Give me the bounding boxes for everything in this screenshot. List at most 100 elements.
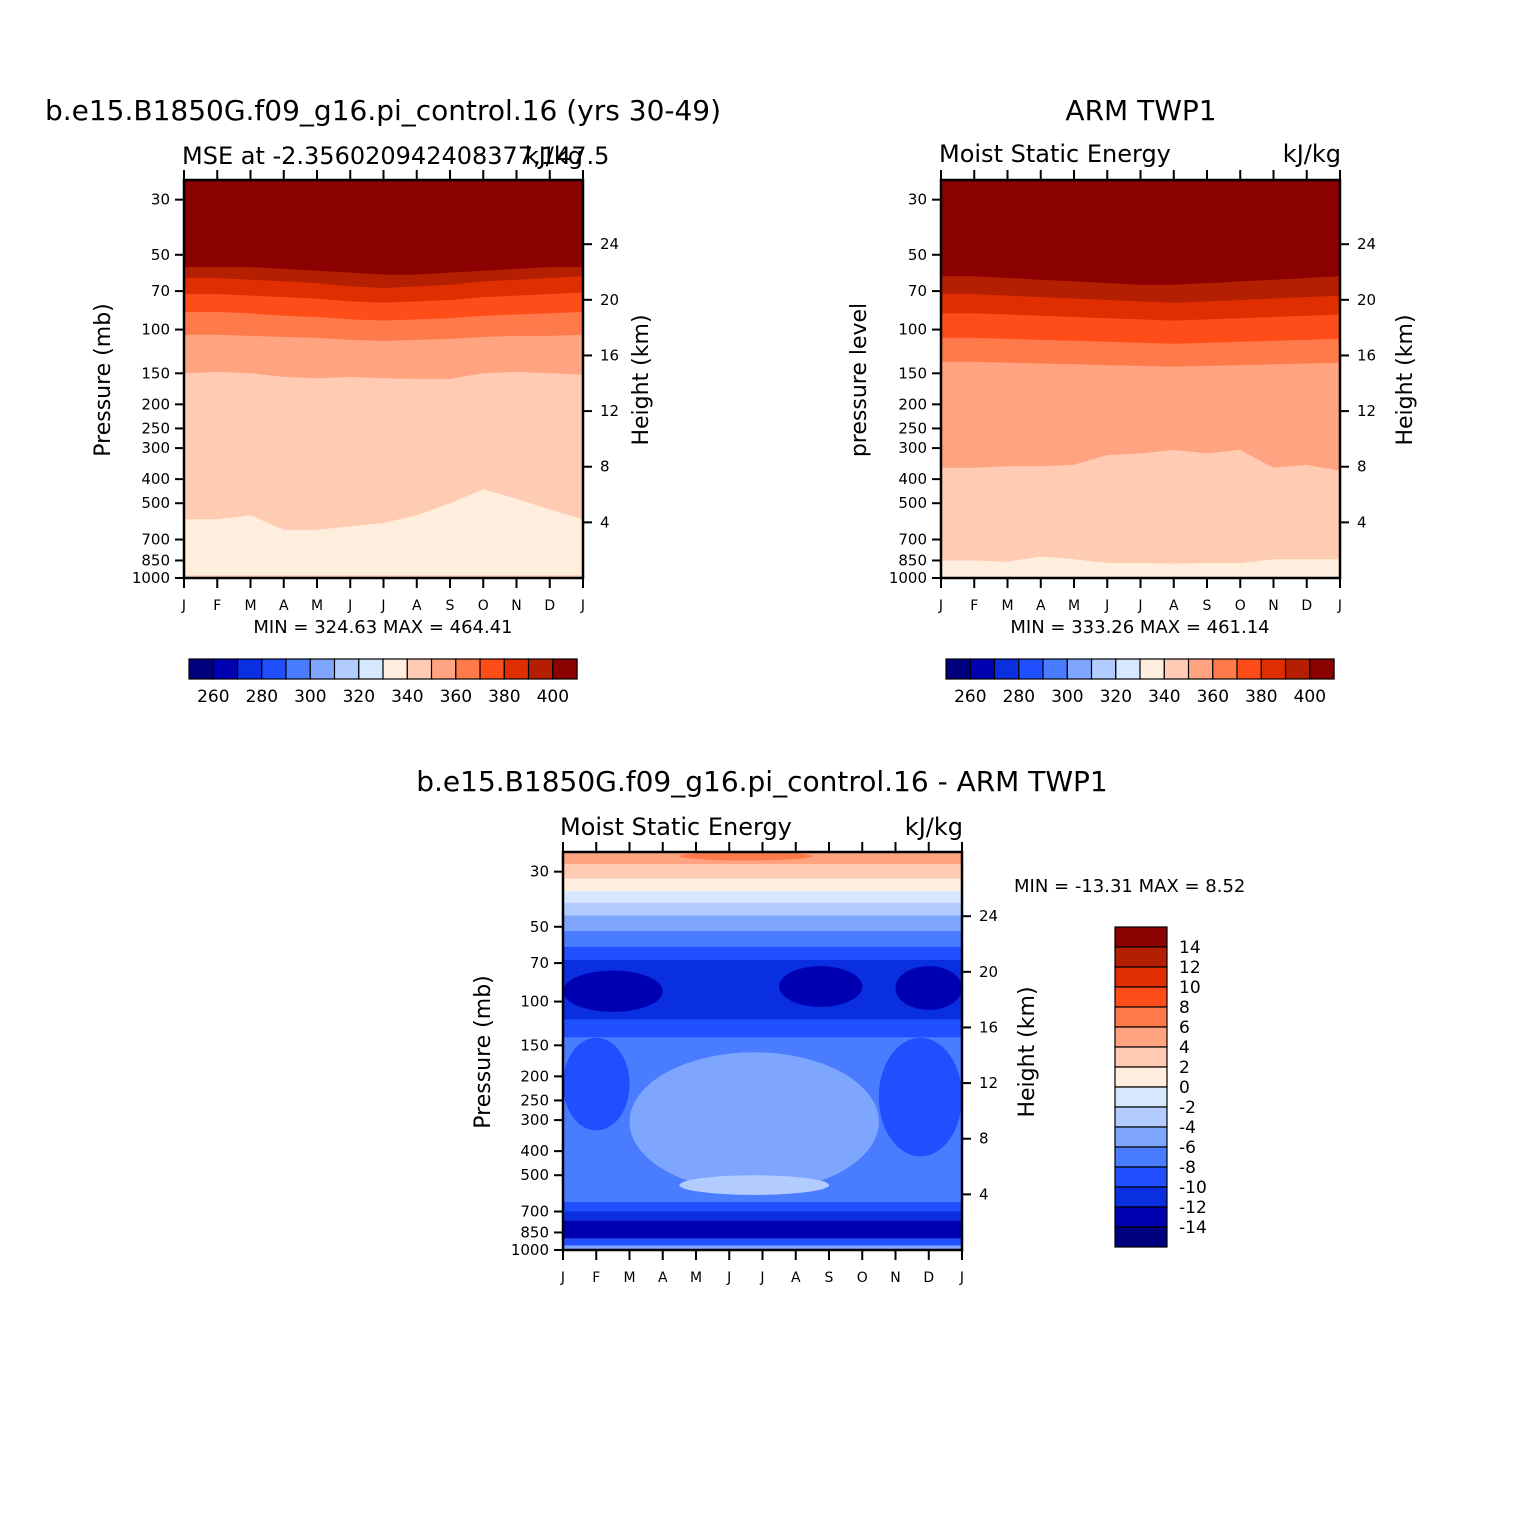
month-tick-label: J	[726, 1270, 731, 1286]
pressure-tick-label: 70	[530, 954, 549, 972]
colorbar-swatch	[1114, 1066, 1168, 1088]
month-tick-label: M	[623, 1270, 635, 1286]
diff-band	[563, 946, 962, 960]
panel2-subtitle-left: Moist Static Energy	[939, 140, 1171, 168]
colorbar-label: -10	[1179, 1178, 1207, 1198]
height-tick-label: 24	[1357, 235, 1376, 253]
month-tick-label: J	[347, 598, 352, 614]
colorbar-label: -12	[1179, 1198, 1207, 1218]
colorbar-label: 300	[294, 687, 326, 707]
month-tick-label: A	[791, 1270, 801, 1286]
panel2-ylabel-right: Height (km)	[1393, 314, 1418, 445]
colorbar-swatch	[1018, 658, 1044, 680]
colorbar-label: -14	[1179, 1218, 1207, 1238]
colorbar-swatch	[1042, 658, 1068, 680]
pressure-tick-label: 30	[151, 191, 170, 209]
colorbar-label: -4	[1179, 1118, 1196, 1138]
diff-band	[563, 1238, 962, 1246]
pressure-tick-label: 300	[520, 1111, 549, 1129]
colorbar-label: 0	[1179, 1078, 1190, 1098]
month-tick-label: S	[446, 598, 455, 614]
colorbar-label: -6	[1179, 1138, 1196, 1158]
pressure-tick-label: 250	[520, 1091, 549, 1109]
colorbar-label: 300	[1051, 687, 1083, 707]
pressure-tick-label: 200	[141, 395, 170, 413]
month-tick-label: F	[213, 598, 221, 614]
colorbar-label: 380	[488, 687, 520, 707]
colorbar-swatch	[1236, 658, 1262, 680]
diff-band	[563, 891, 962, 903]
month-tick-label: O	[478, 598, 489, 614]
pressure-tick-label: 150	[141, 364, 170, 382]
pressure-tick-label: 500	[898, 494, 927, 512]
colorbar-swatch	[285, 658, 311, 680]
colorbar-label: 4	[1179, 1038, 1190, 1058]
panel3-subtitle-left: Moist Static Energy	[560, 813, 792, 841]
pressure-tick-label: 70	[908, 282, 927, 300]
month-tick-label: J	[380, 598, 385, 614]
month-tick-label: N	[1268, 598, 1278, 614]
colorbar-swatch	[1114, 946, 1168, 968]
colorbar-swatch	[1163, 658, 1190, 680]
diff-band	[563, 915, 962, 931]
month-tick-label: J	[580, 598, 585, 614]
panel3-minmax: MIN = -13.31 MAX = 8.52	[1014, 876, 1245, 897]
diff-band	[563, 1211, 962, 1221]
pressure-tick-label: 1000	[511, 1241, 549, 1259]
panel2-colorbar: 260 280 300 320 340 360 380 400	[945, 658, 1335, 707]
height-tick-label: 16	[979, 1018, 998, 1036]
colorbar-label: 280	[1003, 687, 1035, 707]
colorbar-swatch	[358, 658, 384, 680]
pressure-tick-label: 100	[520, 993, 549, 1011]
height-tick-label: 24	[979, 907, 998, 925]
diff-band	[563, 1220, 962, 1239]
diff-patch	[779, 966, 863, 1007]
colorbar-swatch	[1114, 926, 1168, 948]
height-tick-label: 16	[1357, 346, 1376, 364]
colorbar-swatch	[261, 658, 287, 680]
colorbar-swatch	[212, 658, 239, 680]
colorbar-swatch	[945, 658, 971, 680]
colorbar-swatch	[1066, 658, 1093, 680]
diff-band	[563, 878, 962, 892]
colorbar-swatch	[1114, 986, 1168, 1008]
diff-patch	[563, 1037, 630, 1131]
month-tick-label: F	[592, 1270, 600, 1286]
colorbar-label: 8	[1179, 998, 1190, 1018]
month-tick-label: A	[1169, 598, 1179, 614]
colorbar-swatch	[1187, 658, 1214, 680]
month-tick-label: S	[825, 1270, 834, 1286]
pressure-tick-label: 70	[151, 282, 170, 300]
colorbar-label: 380	[1245, 687, 1277, 707]
panel2-title: ARM TWP1	[1065, 94, 1216, 127]
height-tick-label: 12	[979, 1074, 998, 1092]
colorbar-label: 6	[1179, 1018, 1190, 1038]
panel2-ylabel: pressure level	[847, 303, 872, 457]
panel2-subtitle-right: kJ/kg	[1283, 140, 1341, 168]
colorbar-swatch	[188, 658, 214, 680]
pressure-tick-label: 500	[141, 494, 170, 512]
pressure-tick-label: 100	[141, 321, 170, 339]
panel1-minmax: MIN = 324.63 MAX = 464.41	[253, 617, 512, 638]
colorbar-label: 10	[1179, 978, 1201, 998]
pressure-tick-label: 100	[898, 321, 927, 339]
colorbar-swatch	[455, 658, 481, 680]
pressure-tick-label: 700	[520, 1203, 549, 1221]
pressure-tick-label: 250	[898, 419, 927, 437]
colorbar-label: 280	[246, 687, 278, 707]
colorbar-swatch	[993, 658, 1020, 680]
colorbar-label: 320	[1100, 687, 1132, 707]
height-tick-label: 8	[1357, 458, 1367, 476]
month-tick-label: D	[1301, 598, 1312, 614]
month-tick-label: A	[658, 1270, 668, 1286]
panel1-subtitle-right: kJ/kg	[525, 142, 583, 170]
colorbar-label: -2	[1179, 1098, 1196, 1118]
colorbar-label: 12	[1179, 958, 1201, 978]
pressure-tick-label: 300	[141, 439, 170, 457]
pressure-tick-label: 30	[530, 863, 549, 881]
colorbar-swatch	[479, 658, 505, 680]
diff-patch	[679, 852, 813, 861]
diff-band	[563, 864, 962, 879]
pressure-tick-label: 700	[141, 531, 170, 549]
